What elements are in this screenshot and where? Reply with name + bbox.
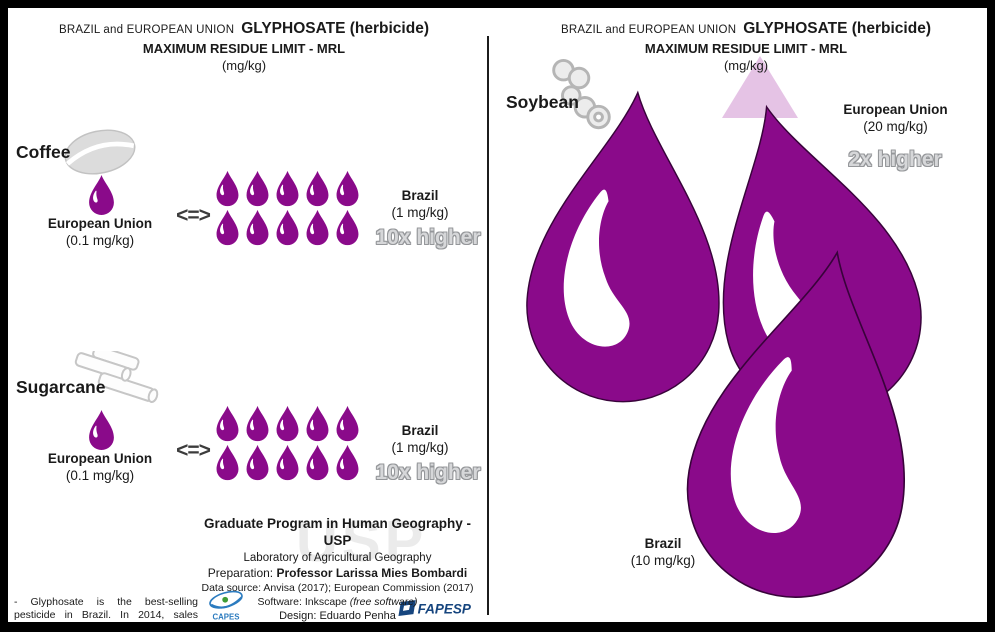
sugarcane-eu-block: European Union (0.1 mg/kg) [20, 451, 180, 483]
mrl-drop-icon [336, 170, 359, 207]
soybean-brazil-drop [686, 250, 906, 598]
mrl-drop-icon [216, 209, 239, 246]
mrl-drop-icon [336, 444, 359, 481]
header-pretitle: BRAZIL and EUROPEAN UNION [561, 24, 737, 36]
soybean-label: Soybean [506, 92, 579, 112]
mrl-drop-icon [336, 405, 359, 442]
soybean-brazil-block: Brazil (10 mg/kg) [593, 536, 733, 568]
brazil-value: (10 mg/kg) [630, 553, 696, 568]
mrl-drop-icon [276, 405, 299, 442]
eu-value: (0.1 mg/kg) [65, 468, 135, 483]
fapesp-logo: FAPESP [398, 600, 472, 617]
mrl-drop-icon [306, 444, 329, 481]
sugarcane-ratio: 10x higher [375, 461, 481, 484]
header-pretitle: BRAZIL and EUROPEAN UNION [59, 24, 235, 36]
coffee-bean-icon [64, 129, 136, 175]
credit-preparation: Preparation: Professor Larissa Mies Bomb… [190, 566, 485, 581]
coffee-label: Coffee [16, 142, 71, 162]
left-panel-header: BRAZIL and EUROPEAN UNION GLYPHOSATE (her… [8, 20, 480, 73]
credit-software-label: Software: Inkscape [257, 596, 350, 609]
credit-software: Software: Inkscape (free software) [190, 596, 485, 609]
coffee-eu-block: European Union (0.1 mg/kg) [20, 216, 180, 248]
mrl-drop-icon [306, 209, 329, 246]
brazil-label: Brazil [644, 536, 682, 551]
sugarcane-brazil-drop-grid [213, 405, 373, 483]
brazil-label: Brazil [401, 188, 439, 203]
capes-logo: CAPES [209, 590, 243, 622]
credit-support: Support: CAPES / FAPESP [270, 625, 405, 632]
mrl-drop-icon [276, 170, 299, 207]
credit-data-source: Data source: Anvisa (2017); European Com… [201, 582, 474, 595]
eu-label: European Union [47, 451, 153, 466]
soybean-ratio: 2x higher [848, 148, 942, 171]
sugarcane-brazil-block: Brazil (1 mg/kg) [360, 423, 480, 455]
credits-block: Graduate Program in Human Geography - US… [190, 516, 485, 632]
credit-preparation-label: Preparation: [207, 566, 277, 581]
header-subtitle: MAXIMUM RESIDUE LIMIT - MRL [644, 41, 848, 56]
mrl-drop-icon [216, 444, 239, 481]
header-unit: (mg/kg) [723, 58, 769, 73]
credit-program: Graduate Program in Human Geography - US… [203, 516, 472, 548]
header-title: GLYPHOSATE (herbicide) [241, 20, 429, 37]
mrl-drop-icon [336, 209, 359, 246]
header-unit: (mg/kg) [221, 58, 267, 73]
capes-logo-text: CAPES [213, 613, 240, 622]
footnote: - Glyphosate is the best-selling pestici… [14, 596, 198, 632]
sugarcane-section: Sugarcane European Union (0.1 mg/kg) <=> [8, 351, 487, 515]
eu-drop-icon [89, 410, 114, 450]
mrl-drop-icon [306, 405, 329, 442]
mrl-drop-icon [246, 444, 269, 481]
brazil-value: (1 mg/kg) [391, 205, 449, 220]
coffee-brazil-drop-grid [213, 170, 373, 248]
coffee-brazil-block: Brazil (1 mg/kg) [360, 188, 480, 220]
eu-label: European Union [843, 102, 948, 117]
eu-label: European Union [47, 216, 153, 231]
mrl-drop-icon [246, 405, 269, 442]
soybean-icon [552, 59, 611, 130]
credit-lab: Laboratory of Agricultural Geography [243, 551, 432, 564]
usp-watermark: USP [296, 509, 428, 574]
eu-value: (20 mg/kg) [863, 119, 928, 134]
mrl-drop-icon [216, 170, 239, 207]
fapesp-logo-text: FAPESP [418, 602, 472, 617]
brazil-label: Brazil [401, 423, 439, 438]
soybean-eu-block: European Union (20 mg/kg) [808, 102, 983, 134]
panel-divider [487, 36, 489, 615]
header-title-line: BRAZIL and EUROPEAN UNION GLYPHOSATE (her… [8, 20, 480, 38]
compare-arrow: <=> [176, 204, 211, 227]
drop-shadow-tip [722, 56, 798, 118]
header-subtitle: MAXIMUM RESIDUE LIMIT - MRL [142, 41, 346, 56]
coffee-section: Coffee European Union (0.1 mg/kg) <=> [8, 129, 487, 280]
header-title-line: BRAZIL and EUROPEAN UNION GLYPHOSATE (her… [536, 20, 956, 38]
credit-software-italic: (free software) [349, 596, 418, 609]
compare-arrow: <=> [176, 439, 211, 462]
sugarcane-icon [74, 351, 159, 403]
mrl-drop-icon [216, 405, 239, 442]
mrl-drop-icon [276, 444, 299, 481]
mrl-drop-icon [246, 170, 269, 207]
mrl-drop-icon [306, 170, 329, 207]
brazil-value: (1 mg/kg) [391, 440, 449, 455]
eu-value: (0.1 mg/kg) [65, 233, 135, 248]
mrl-drop-icon [246, 209, 269, 246]
mrl-drop-icon [276, 209, 299, 246]
soybean-eu-drop-1 [526, 90, 720, 403]
sugarcane-label: Sugarcane [16, 377, 106, 397]
header-title: GLYPHOSATE (herbicide) [743, 20, 931, 37]
eu-drop-icon [89, 175, 114, 215]
credit-design: Design: Eduardo Penha [279, 610, 396, 623]
right-panel-header: BRAZIL and EUROPEAN UNION GLYPHOSATE (her… [536, 20, 956, 73]
coffee-ratio: 10x higher [375, 226, 481, 249]
credit-preparation-name: Professor Larissa Mies Bombardi [276, 566, 468, 581]
